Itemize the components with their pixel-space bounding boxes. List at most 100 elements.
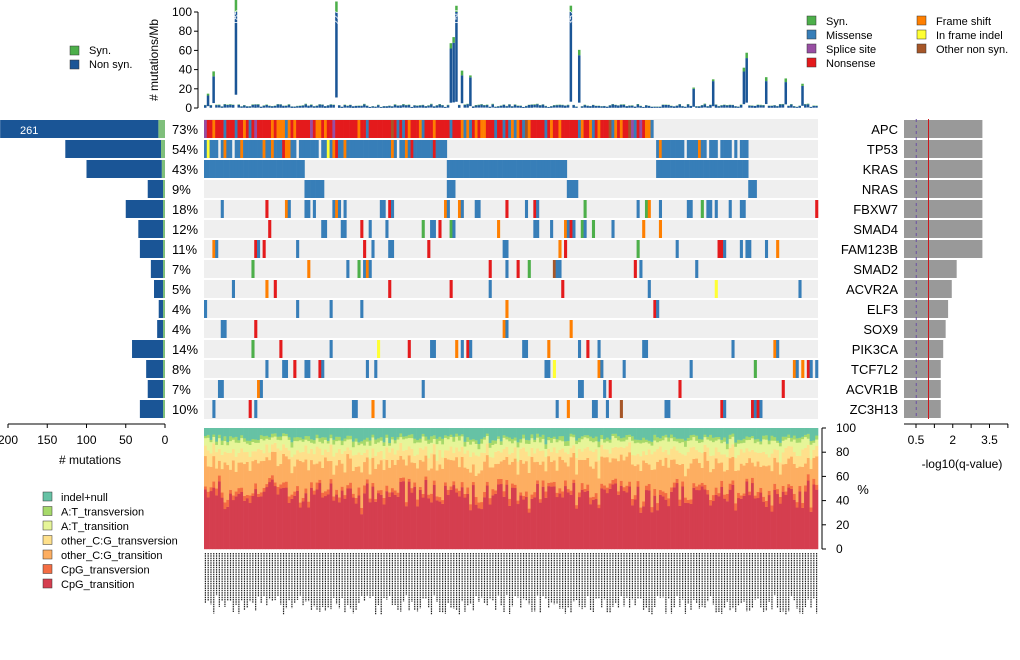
- spectrum-segment: [762, 439, 766, 452]
- nonsyn-rate-bar: [287, 104, 291, 108]
- spectrum-segment: [349, 458, 353, 483]
- qvalue-bar: [904, 180, 983, 198]
- mutation-cell: [661, 140, 665, 158]
- mutation-cell: [290, 120, 294, 138]
- spectrum-segment: [614, 483, 618, 550]
- spectrum-segment: [477, 428, 481, 444]
- mutation-cell: [647, 120, 651, 138]
- mutation-cell: [474, 200, 478, 218]
- spectrum-segment: [438, 428, 442, 437]
- spectrum-segment: [812, 442, 816, 450]
- spectrum-segment: [485, 481, 489, 486]
- spectrum-segment: [471, 441, 476, 453]
- spectrum-segment: [404, 436, 409, 439]
- spectrum-segment: [388, 445, 392, 453]
- spectrum-segment: [477, 473, 481, 503]
- spectrum-segment: [497, 436, 501, 439]
- mutation-cell: [594, 400, 598, 418]
- spectrum-segment: [770, 470, 774, 506]
- nonsyn-rate-bar: [217, 105, 221, 108]
- spectrum-segment: [723, 471, 727, 495]
- mutation-cell: [399, 120, 403, 138]
- spectrum-segment: [365, 457, 369, 480]
- spectrum-segment: [474, 475, 478, 498]
- spectrum-segment: [466, 437, 470, 442]
- mutation-cell: [670, 160, 674, 178]
- spectrum-segment: [337, 502, 342, 550]
- spectrum-segment: [644, 454, 649, 464]
- spectrum-segment: [396, 439, 400, 451]
- spectrum-segment: [284, 433, 289, 437]
- spectrum-segment: [424, 446, 428, 456]
- mutation-cell: [324, 220, 328, 238]
- mutation-cell: [204, 160, 208, 178]
- spectrum-segment: [815, 445, 819, 457]
- spectrum-segment: [650, 512, 654, 550]
- nonsyn-rate-bar: [572, 105, 575, 108]
- mutation-cell: [217, 380, 222, 398]
- spectrum-segment: [569, 436, 573, 449]
- mutation-cell: [633, 120, 637, 138]
- spectrum-segment: [212, 428, 216, 435]
- spectrum-segment: [594, 441, 598, 450]
- spectrum-segment: [650, 428, 654, 442]
- nonsyn-rate-bar: [667, 105, 670, 108]
- spectrum-segment: [619, 485, 623, 550]
- nonsyn-rate-bar: [421, 105, 425, 108]
- spectrum-segment: [262, 460, 266, 488]
- mutation-cell: [522, 340, 526, 358]
- spectrum-segment: [287, 502, 291, 550]
- spectrum-segment: [488, 497, 492, 505]
- mutation-cell: [471, 160, 476, 178]
- mutation-cell: [365, 360, 369, 378]
- mutation-cell: [513, 120, 517, 138]
- mutation-cell: [505, 320, 509, 338]
- mutation-cell: [533, 160, 537, 178]
- spectrum-segment: [321, 437, 325, 444]
- spectrum-segment: [575, 474, 579, 506]
- mutation-cell: [416, 120, 420, 138]
- spectrum-segment: [399, 481, 403, 550]
- spectrum-segment: [589, 497, 593, 505]
- spectrum-segment: [739, 440, 743, 444]
- spectrum-segment: [293, 437, 297, 442]
- spectrum-segment: [767, 428, 771, 441]
- spectrum-segment: [555, 438, 559, 443]
- spectrum-segment: [480, 508, 484, 550]
- spectrum-segment: [399, 428, 403, 434]
- mutation-cell: [215, 240, 219, 258]
- spectrum-segment: [728, 447, 732, 459]
- spectrum-segment: [644, 441, 649, 455]
- spectrum-segment: [600, 456, 604, 484]
- mutation-cell: [282, 360, 286, 378]
- spectrum-segment: [416, 468, 420, 500]
- qvalue-bar: [904, 240, 983, 258]
- mutation-cell: [597, 340, 601, 358]
- gene-count-bar: [86, 160, 162, 178]
- spectrum-segment: [360, 472, 364, 508]
- spectrum-segment: [441, 428, 445, 439]
- spectrum-segment: [262, 491, 266, 550]
- spectrum-segment: [725, 469, 729, 495]
- spectrum-segment: [778, 462, 783, 475]
- spectrum-segment: [575, 504, 579, 509]
- mutation-cell: [427, 140, 431, 158]
- y-tick-label: 100: [836, 421, 856, 435]
- mutation-cell: [262, 240, 266, 258]
- spectrum-segment: [343, 472, 347, 496]
- spectrum-segment: [393, 443, 397, 455]
- mutation-cell: [321, 220, 325, 238]
- mutation-cell: [686, 140, 690, 158]
- spectrum-segment: [619, 428, 623, 439]
- spectrum-segment: [684, 455, 688, 477]
- mutation-cell: [457, 120, 462, 138]
- mutation-cell: [488, 260, 492, 278]
- nonsyn-rate-bar: [686, 104, 690, 108]
- spectrum-segment: [650, 469, 654, 508]
- nonsyn-rate-bar: [257, 104, 260, 108]
- spectrum-segment: [399, 455, 403, 478]
- nonsyn-rate-bar: [787, 105, 790, 108]
- spectrum-segment: [321, 428, 325, 438]
- mutation-cell: [695, 160, 699, 178]
- spectrum-segment: [463, 493, 467, 498]
